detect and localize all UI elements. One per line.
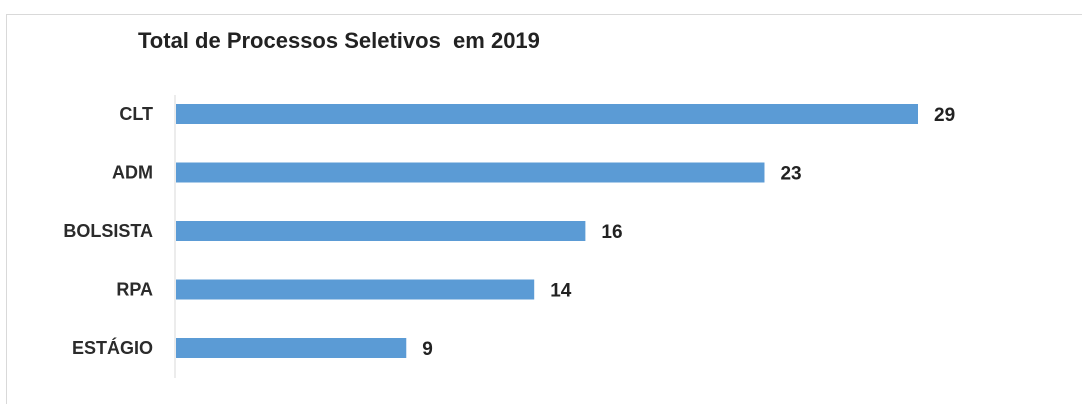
bar [176,338,407,358]
category-label: ADM [112,163,153,183]
category-label: CLT [119,104,153,124]
chart-title: Total de Processos Seletivos em 2019 [138,28,540,53]
data-label: 29 [934,105,955,126]
bar [176,104,918,124]
data-label: 23 [780,164,801,185]
bars-layer: CLT 29 ADM 23 BOLSISTA 16 RPA 14 ESTÁGIO 9 [63,104,955,360]
data-label: 9 [422,339,433,360]
category-label: ESTÁGIO [72,337,153,358]
chart-frame [6,14,1082,404]
data-label: 16 [601,222,622,243]
data-label: 14 [550,281,572,302]
bar [176,162,765,183]
category-label: BOLSISTA [63,221,153,241]
bar [176,221,586,241]
category-label: RPA [116,280,153,300]
bar [176,279,535,300]
